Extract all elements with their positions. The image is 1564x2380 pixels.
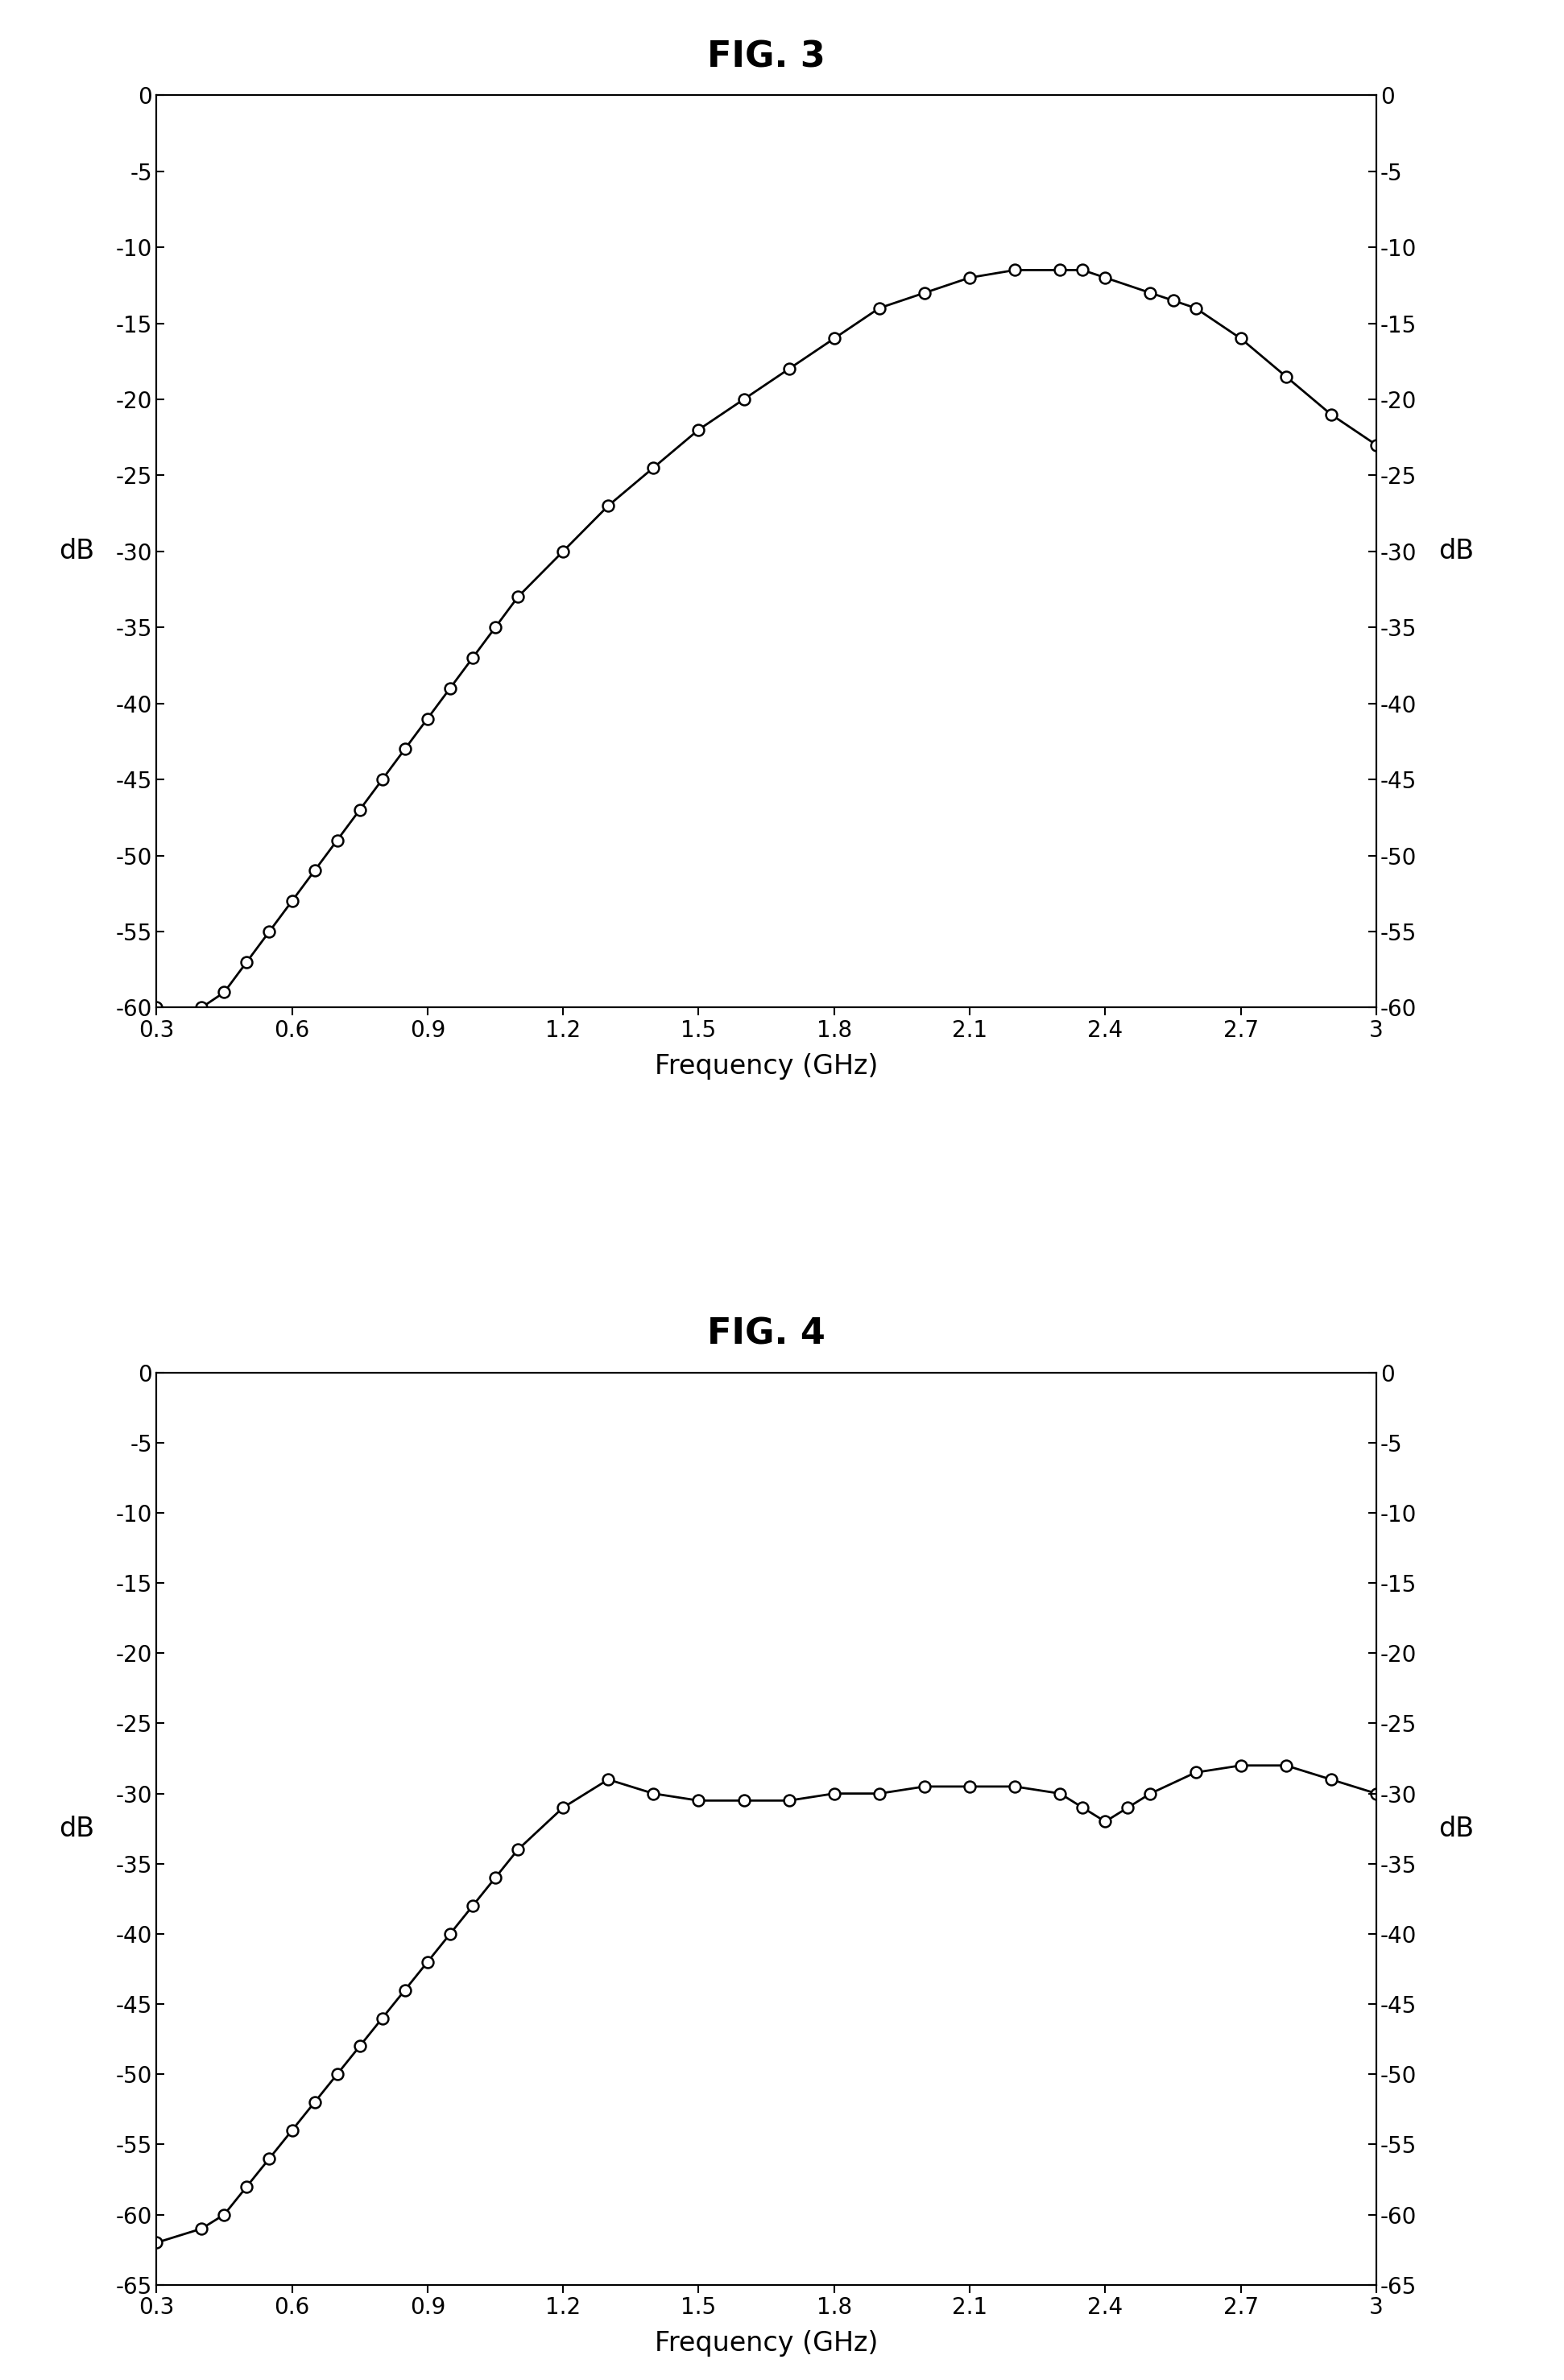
Y-axis label: dB: dB [1439, 1816, 1473, 1842]
Y-axis label: dB: dB [59, 1816, 94, 1842]
X-axis label: Frequency (GHz): Frequency (GHz) [655, 1052, 877, 1081]
Title: FIG. 3: FIG. 3 [707, 40, 826, 74]
Y-axis label: dB: dB [1439, 538, 1473, 564]
Title: FIG. 4: FIG. 4 [707, 1316, 826, 1352]
X-axis label: Frequency (GHz): Frequency (GHz) [655, 2330, 877, 2356]
Y-axis label: dB: dB [59, 538, 94, 564]
